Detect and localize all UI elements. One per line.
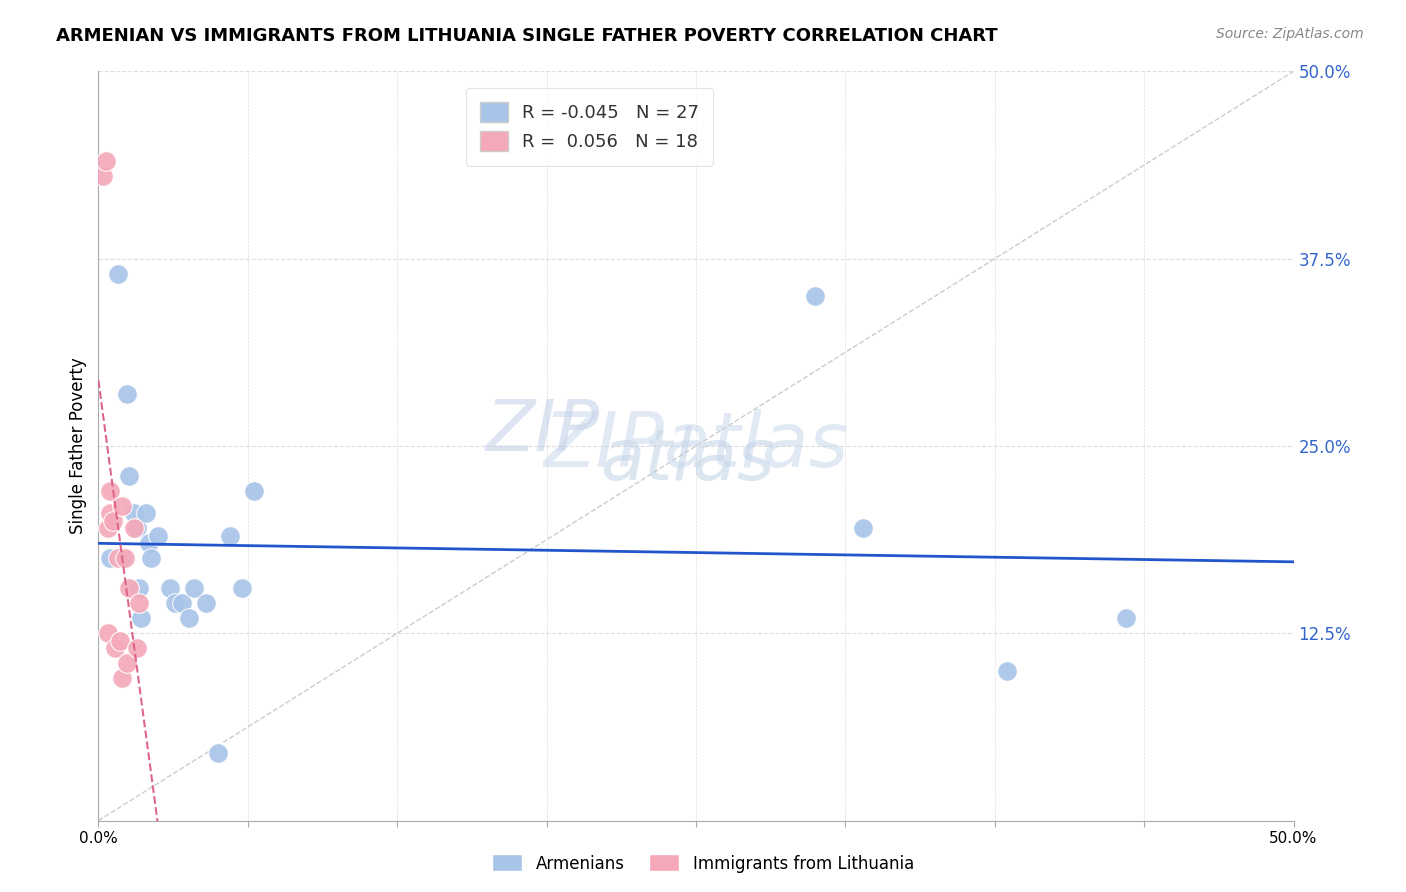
Point xyxy=(108,633,131,648)
Point xyxy=(179,611,201,625)
Point xyxy=(128,582,150,596)
Point xyxy=(111,671,134,685)
Legend: R = -0.045   N = 27, R =  0.056   N = 18: R = -0.045 N = 27, R = 0.056 N = 18 xyxy=(465,88,713,166)
Point xyxy=(135,507,157,521)
Point xyxy=(172,596,194,610)
Point xyxy=(124,507,146,521)
Point xyxy=(804,289,827,303)
Point xyxy=(124,521,146,535)
Point xyxy=(125,641,148,656)
Point xyxy=(125,521,148,535)
Point xyxy=(111,551,134,566)
Point xyxy=(97,626,120,640)
Point xyxy=(852,521,875,535)
Point xyxy=(163,596,186,610)
Point xyxy=(118,469,141,483)
Point xyxy=(101,514,124,528)
Text: ARMENIAN VS IMMIGRANTS FROM LITHUANIA SINGLE FATHER POVERTY CORRELATION CHART: ARMENIAN VS IMMIGRANTS FROM LITHUANIA SI… xyxy=(56,27,998,45)
Point xyxy=(104,641,127,656)
Text: atlas: atlas xyxy=(600,426,775,495)
Point xyxy=(98,551,122,566)
Point xyxy=(128,596,150,610)
Point xyxy=(243,483,266,498)
Point xyxy=(98,483,122,498)
Point xyxy=(97,521,120,535)
Point xyxy=(107,267,129,281)
Point xyxy=(138,536,160,550)
Point xyxy=(91,169,114,184)
Point xyxy=(159,582,181,596)
Text: ZIPatlas: ZIPatlas xyxy=(543,409,849,483)
Point xyxy=(107,551,129,566)
Point xyxy=(118,582,141,596)
Point xyxy=(114,551,136,566)
Point xyxy=(94,154,117,169)
Point xyxy=(139,551,162,566)
Y-axis label: Single Father Poverty: Single Father Poverty xyxy=(69,358,87,534)
Point xyxy=(148,529,170,543)
Point xyxy=(219,529,242,543)
Point xyxy=(1115,611,1137,625)
Text: ZIP: ZIP xyxy=(486,397,600,466)
Point xyxy=(115,386,138,401)
Point xyxy=(195,596,218,610)
Point xyxy=(183,582,205,596)
Point xyxy=(131,611,153,625)
Point xyxy=(995,664,1018,678)
Point xyxy=(207,746,229,760)
Point xyxy=(111,499,134,513)
Point xyxy=(231,582,253,596)
Legend: Armenians, Immigrants from Lithuania: Armenians, Immigrants from Lithuania xyxy=(485,847,921,880)
Text: Source: ZipAtlas.com: Source: ZipAtlas.com xyxy=(1216,27,1364,41)
Point xyxy=(98,507,122,521)
Point xyxy=(115,657,138,671)
